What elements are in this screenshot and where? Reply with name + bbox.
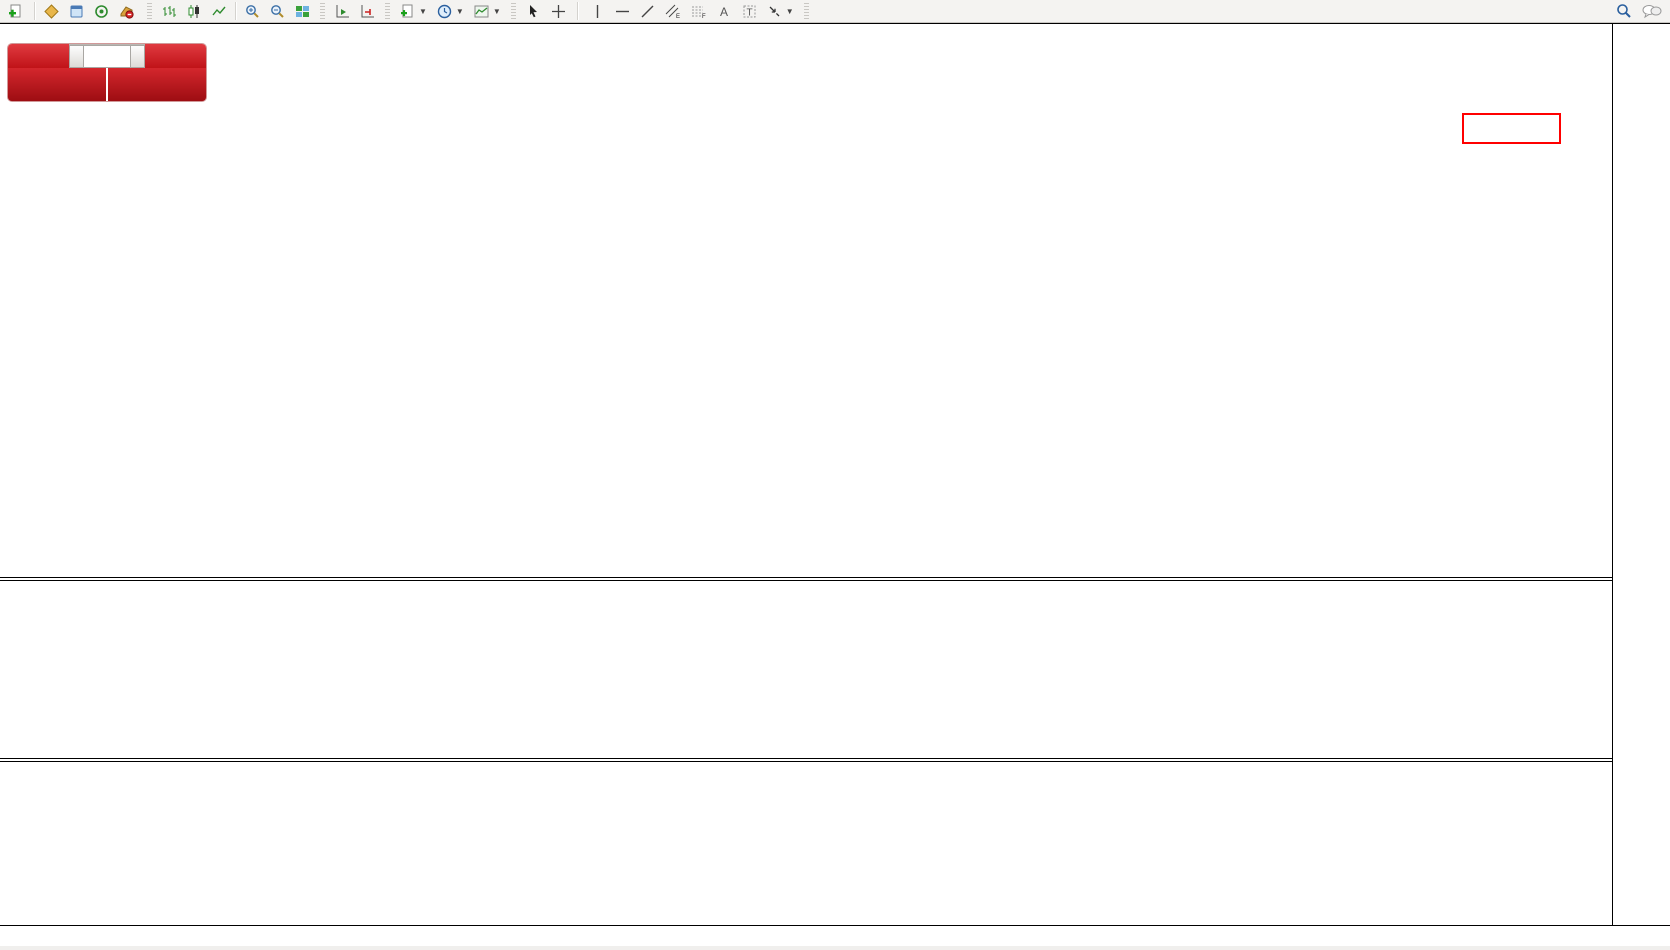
arrows-caret: ▼ xyxy=(785,6,794,16)
vertical-line-tool[interactable] xyxy=(585,2,610,20)
text-label-tool[interactable]: T xyxy=(737,2,762,20)
toolbar: ▼ ▼ ▼ E F xyxy=(0,0,1670,23)
rsi-panel-separator[interactable] xyxy=(0,758,1670,762)
text-icon: A xyxy=(720,5,728,19)
horizontal-line-icon xyxy=(615,10,629,12)
market-watch-icon xyxy=(44,3,59,19)
volume-increase-button[interactable] xyxy=(130,45,145,68)
tile-windows-icon xyxy=(296,5,309,17)
zoom-out-icon xyxy=(271,4,284,18)
auto-scroll-icon xyxy=(336,4,349,17)
data-window-button[interactable] xyxy=(64,2,89,20)
profiles-clock-icon xyxy=(437,4,452,18)
crosshair-icon xyxy=(551,4,565,18)
horizontal-line-tool[interactable] xyxy=(610,2,635,20)
trendline-icon xyxy=(641,5,654,17)
price-axis-border xyxy=(1612,24,1613,925)
new-chart-button[interactable]: ▼ xyxy=(395,2,432,20)
channel-tool[interactable]: E xyxy=(660,2,686,20)
time-axis-border xyxy=(0,925,1670,926)
chart-title xyxy=(8,27,17,39)
main-price-chart[interactable] xyxy=(0,24,1612,577)
chart-shift-button[interactable] xyxy=(355,2,380,20)
chat-icon[interactable] xyxy=(1642,3,1662,19)
tile-windows-button[interactable] xyxy=(290,2,315,20)
svg-text:E: E xyxy=(676,14,680,19)
svg-text:F: F xyxy=(702,14,706,19)
volume-decrease-button[interactable] xyxy=(69,45,84,68)
sell-button[interactable] xyxy=(8,44,69,68)
data-window-icon xyxy=(70,5,83,17)
buy-price[interactable] xyxy=(108,68,206,101)
cursor-icon xyxy=(529,4,537,17)
volume-input[interactable] xyxy=(84,45,130,68)
candlestick-chart-icon xyxy=(188,4,199,18)
sell-price[interactable] xyxy=(8,68,108,101)
arrows-tool[interactable]: ▼ xyxy=(762,2,799,20)
auto-scroll-button[interactable] xyxy=(330,2,355,20)
bar-chart-button[interactable] xyxy=(157,2,182,20)
autotrading-button[interactable] xyxy=(114,2,142,20)
indicators-button[interactable]: ▼ xyxy=(469,2,506,20)
search-icon[interactable] xyxy=(1616,3,1632,19)
candlestick-chart-button[interactable] xyxy=(182,2,207,20)
new-chart-icon xyxy=(401,4,413,17)
macd-panel-separator[interactable] xyxy=(0,577,1670,581)
bar-chart-icon xyxy=(163,5,176,17)
profiles-button[interactable]: ▼ xyxy=(432,2,469,20)
line-chart-icon xyxy=(212,6,226,15)
navigator-button[interactable] xyxy=(89,2,114,20)
new-chart-caret: ▼ xyxy=(419,6,427,16)
price-axis[interactable] xyxy=(1613,24,1670,925)
zoom-in-icon xyxy=(246,4,259,18)
line-chart-button[interactable] xyxy=(207,2,232,20)
macd-indicator-panel[interactable] xyxy=(0,581,1612,758)
market-watch-button[interactable] xyxy=(39,2,64,20)
crosshair-button[interactable] xyxy=(546,2,571,20)
svg-text:A: A xyxy=(720,5,728,19)
vertical-line-icon xyxy=(596,4,598,18)
timeframe-group xyxy=(811,0,817,22)
cursor-button[interactable] xyxy=(521,2,546,20)
new-order-button[interactable] xyxy=(3,2,31,20)
window-bottom-strip xyxy=(0,946,1670,950)
one-click-trade-panel xyxy=(8,44,206,101)
zoom-out-button[interactable] xyxy=(265,2,290,20)
text-label-icon: T xyxy=(743,5,756,18)
time-axis[interactable] xyxy=(0,926,1670,950)
profiles-caret: ▼ xyxy=(455,6,464,16)
zoom-in-button[interactable] xyxy=(240,2,265,20)
chart-window-border xyxy=(0,23,1670,24)
trendline-tool[interactable] xyxy=(635,2,660,20)
fibonacci-icon: F xyxy=(691,6,706,19)
rsi-indicator-panel[interactable] xyxy=(0,762,1612,925)
navigator-icon xyxy=(95,4,108,18)
autotrading-icon xyxy=(120,5,134,19)
arrows-icon xyxy=(769,6,780,16)
buy-button[interactable] xyxy=(145,44,206,68)
text-tool[interactable]: A xyxy=(712,2,737,20)
equidistant-channel-icon: E xyxy=(665,4,680,19)
fibonacci-tool[interactable]: F xyxy=(686,2,712,20)
price-callout[interactable] xyxy=(1462,113,1561,144)
chart-shift-icon xyxy=(361,4,374,17)
indicators-icon xyxy=(474,5,489,17)
svg-text:T: T xyxy=(746,7,752,18)
indicators-caret: ▼ xyxy=(492,6,501,16)
new-order-icon xyxy=(9,4,21,17)
